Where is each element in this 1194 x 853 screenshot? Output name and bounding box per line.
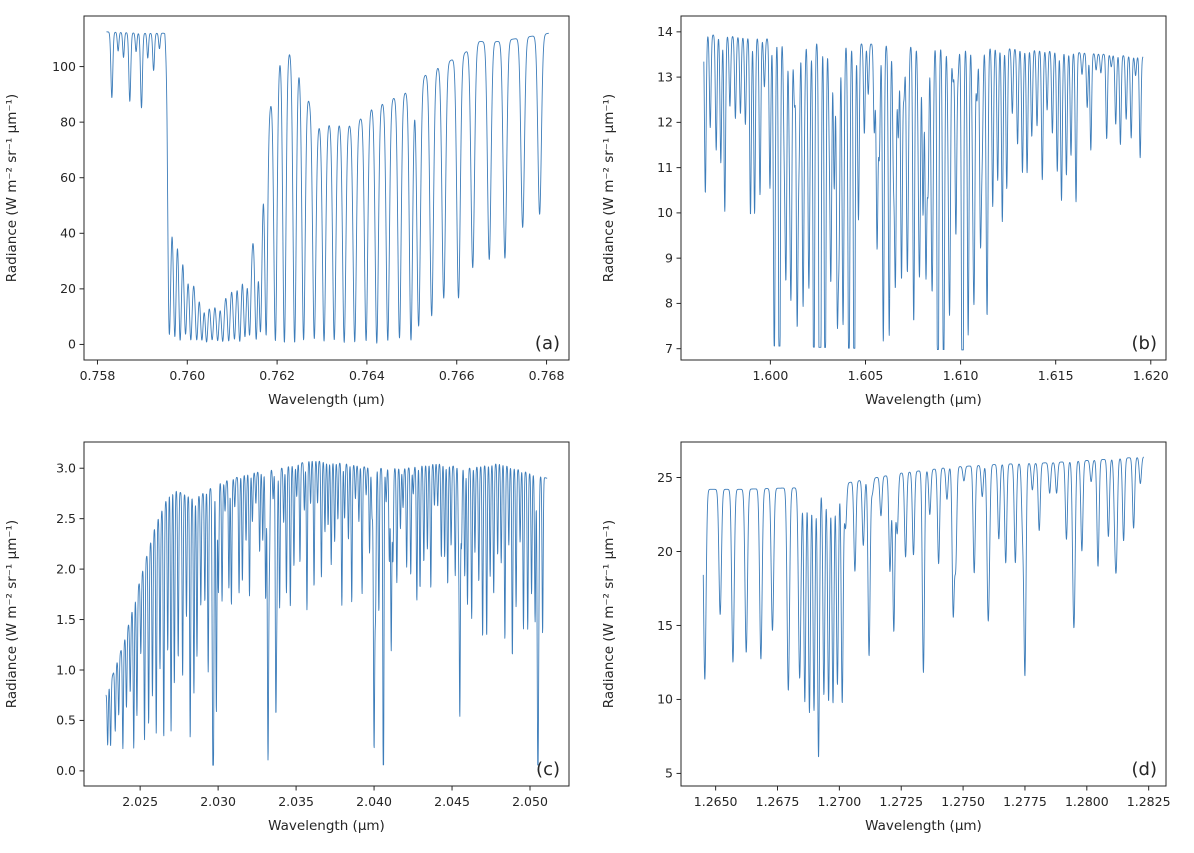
axes-frame xyxy=(680,441,1167,787)
y-axis-label: Radiance (W m⁻² sr⁻¹ μm⁻¹) xyxy=(4,94,20,282)
x-tick-label: 1.600 xyxy=(752,368,788,383)
y-tick-label: 11 xyxy=(657,160,673,175)
subplot-d: 1.2650 1.2675 1.2700 1.2725 1.2750 1.2775 1.28… xyxy=(597,426,1194,853)
x-axis-label: Wavelength (μm) xyxy=(268,818,385,834)
y-axis-label: Radiance (W m⁻² sr⁻¹ μm⁻¹) xyxy=(4,520,20,708)
y-tick-label: 15 xyxy=(657,618,673,633)
x-tick-label: 1.615 xyxy=(1038,368,1074,383)
y-tick-label: 12 xyxy=(657,115,673,130)
x-tick-label: 2.050 xyxy=(512,794,548,809)
y-tick-label: 13 xyxy=(657,69,673,84)
x-tick-label: 0.764 xyxy=(349,368,385,383)
y-tick-label: 3.0 xyxy=(56,461,76,476)
y-tick-label: 40 xyxy=(60,226,76,241)
axes-frame xyxy=(680,15,1167,361)
x-tick-label: 1.610 xyxy=(943,368,979,383)
panel-label-a: (a) xyxy=(535,333,560,354)
y-tick-label: 1.5 xyxy=(56,612,76,627)
axes-a: 0.758 0.760 0.762 0.764 0.766 0.768 0 20 40 60 80 1… xyxy=(4,15,570,408)
y-tick-label: 60 xyxy=(60,170,76,185)
x-tick-label: 1.2800 xyxy=(1065,794,1109,809)
spectrum-line-c xyxy=(105,460,548,766)
y-tick-label: 100 xyxy=(52,59,76,74)
x-tick-label: 0.760 xyxy=(169,368,205,383)
subplot-a: 0.758 0.760 0.762 0.764 0.766 0.768 0 20 40 60 80 1… xyxy=(0,0,597,426)
y-tick-label: 2.0 xyxy=(56,561,76,576)
axes-c: 2.025 2.030 2.035 2.040 2.045 2.050 0.0 0.5 1.0 1… xyxy=(4,441,570,834)
y-tick-label: 20 xyxy=(657,544,673,559)
x-tick-label: 1.620 xyxy=(1133,368,1169,383)
x-tick-label: 1.2775 xyxy=(1003,794,1047,809)
chart-c: 2.025 2.030 2.035 2.040 2.045 2.050 0.0 0.5 1.0 1… xyxy=(4,441,570,834)
axes-frame xyxy=(83,441,570,787)
y-axis-label: Radiance (W m⁻² sr⁻¹ μm⁻¹) xyxy=(601,520,617,708)
x-axis-label: Wavelength (μm) xyxy=(865,392,982,408)
x-tick-label: 1.2675 xyxy=(756,794,800,809)
x-tick-label: 1.2725 xyxy=(879,794,923,809)
axes-b: 1.600 1.605 1.610 1.615 1.620 7 8 9 10 11 12 13 14 Wa… xyxy=(601,15,1169,408)
spectrum-line-d xyxy=(702,456,1144,758)
chart-d: 1.2650 1.2675 1.2700 1.2725 1.2750 1.2775 1.28… xyxy=(601,441,1171,834)
panel-label-d: (d) xyxy=(1132,759,1157,780)
x-axis-label: Wavelength (μm) xyxy=(268,392,385,408)
subplot-b: 1.600 1.605 1.610 1.615 1.620 7 8 9 10 11 12 13 14 Wa… xyxy=(597,0,1194,426)
x-tick-label: 1.2700 xyxy=(817,794,861,809)
x-tick-label: 1.2750 xyxy=(941,794,985,809)
x-tick-label: 2.040 xyxy=(356,794,392,809)
panel-label-b: (b) xyxy=(1132,333,1157,354)
y-tick-label: 0 xyxy=(68,337,76,352)
y-tick-label: 8 xyxy=(665,296,673,311)
x-tick-label: 2.030 xyxy=(200,794,236,809)
y-tick-label: 9 xyxy=(665,250,673,265)
y-tick-label: 1.0 xyxy=(56,662,76,677)
y-tick-label: 10 xyxy=(657,692,673,707)
x-tick-label: 1.2650 xyxy=(694,794,738,809)
x-tick-label: 1.2825 xyxy=(1127,794,1171,809)
axes-d: 1.2650 1.2675 1.2700 1.2725 1.2750 1.2775 1.28… xyxy=(601,441,1171,834)
y-tick-label: 7 xyxy=(665,341,673,356)
x-axis-label: Wavelength (μm) xyxy=(865,818,982,834)
chart-a: 0.758 0.760 0.762 0.764 0.766 0.768 0 20 40 60 80 1… xyxy=(4,15,570,408)
x-tick-label: 0.762 xyxy=(259,368,295,383)
axes-frame xyxy=(83,15,570,361)
y-tick-label: 25 xyxy=(657,470,673,485)
x-tick-label: 0.766 xyxy=(439,368,475,383)
y-tick-label: 2.5 xyxy=(56,511,76,526)
y-tick-label: 0.5 xyxy=(56,713,76,728)
y-tick-label: 80 xyxy=(60,114,76,129)
y-tick-label: 20 xyxy=(60,281,76,296)
x-tick-label: 0.758 xyxy=(80,368,116,383)
subplot-c: 2.025 2.030 2.035 2.040 2.045 2.050 0.0 0.5 1.0 1… xyxy=(0,426,597,853)
y-tick-label: 5 xyxy=(665,766,673,781)
panel-label-c: (c) xyxy=(536,759,560,780)
x-tick-label: 2.035 xyxy=(278,794,314,809)
x-tick-label: 0.768 xyxy=(529,368,565,383)
x-tick-label: 1.605 xyxy=(848,368,884,383)
spectrum-line-b xyxy=(703,34,1144,351)
x-tick-label: 2.045 xyxy=(434,794,470,809)
y-tick-label: 0.0 xyxy=(56,763,76,778)
y-tick-label: 10 xyxy=(657,205,673,220)
chart-b: 1.600 1.605 1.610 1.615 1.620 7 8 9 10 11 12 13 14 Wa… xyxy=(601,15,1169,408)
spectrum-line-a xyxy=(106,31,550,344)
y-axis-label: Radiance (W m⁻² sr⁻¹ μm⁻¹) xyxy=(601,94,617,282)
y-tick-label: 14 xyxy=(657,24,673,39)
x-tick-label: 2.025 xyxy=(122,794,158,809)
